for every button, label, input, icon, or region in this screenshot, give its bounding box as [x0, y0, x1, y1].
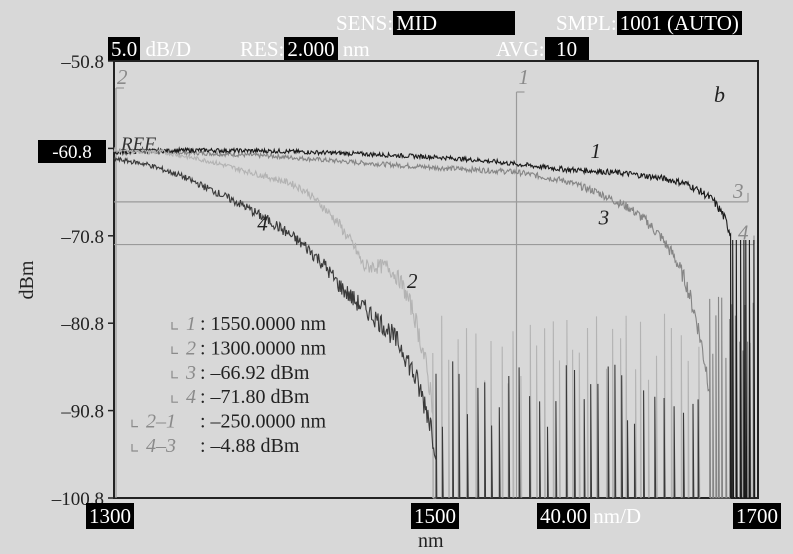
scale-value[interactable]: 5.0	[108, 37, 141, 61]
readout-value: : –71.80 dBm	[200, 386, 310, 408]
trace-label-3: 3	[598, 205, 610, 229]
readout-tag: 1	[186, 313, 196, 335]
res-value[interactable]: 2.000	[284, 37, 338, 61]
y-tick-label: –90.8	[60, 402, 104, 423]
trace-3	[113, 147, 755, 499]
smpl-value[interactable]: 1001 (AUTO)	[616, 11, 742, 35]
x-axis-label: nm	[418, 530, 444, 552]
readout-bracket	[171, 395, 178, 403]
x-start-label: 1300	[86, 503, 134, 529]
y-tick-label: –50.8	[60, 52, 104, 73]
readout-tag: 4	[186, 386, 196, 408]
avg-label: AVG:	[496, 37, 545, 61]
ref-label: REF	[120, 134, 156, 155]
readout-value: : –4.88 dBm	[200, 435, 300, 457]
readout-tag: 4–3	[146, 435, 176, 457]
smpl-label: SMPL:	[556, 11, 617, 35]
marker-1-label: 1	[519, 65, 530, 89]
marker-4-label: 4	[738, 221, 749, 245]
y-axis-label: dBm	[16, 260, 38, 299]
readout-tag: 3	[185, 362, 196, 384]
x-center-label: 1500	[411, 503, 459, 529]
trace-labels: 1 2 3 4	[257, 139, 609, 293]
scale-setting: 5.0 dB/D	[108, 37, 191, 61]
marker-3-label: 3	[732, 179, 744, 203]
y-tick-labels: –50.8–70.8–80.8–90.8–100.8	[51, 52, 114, 510]
x-end-label: 1700	[733, 503, 781, 529]
span-value[interactable]: 40.00	[537, 503, 591, 529]
res-label: RES:	[240, 37, 285, 61]
readout-value: : 1550.0000 nm	[200, 313, 327, 335]
span-setting: 40.00 nm/D	[537, 503, 641, 529]
readout-bracket	[171, 322, 178, 330]
ref-value-badge	[38, 140, 106, 163]
avg-setting: AVG: 10	[496, 37, 589, 61]
readout-bracket	[171, 346, 178, 354]
trace-label-4: 4	[257, 212, 268, 236]
panel-letter: b	[714, 82, 725, 107]
res-setting: RES: 2.000 nm	[240, 37, 370, 61]
y-tick-label: –80.8	[60, 314, 104, 335]
sens-setting: SENS: MID	[336, 11, 516, 35]
marker-readout: 1: 1550.0000 nm2: 1300.0000 nm3: –66.92 …	[131, 313, 327, 457]
trace-4	[113, 155, 700, 499]
y-tick-label: –70.8	[60, 227, 104, 248]
readout-value: : 1300.0000 nm	[200, 337, 327, 359]
readout-bracket	[131, 444, 138, 452]
span-unit: nm/D	[593, 504, 642, 528]
trace-label-1: 1	[591, 139, 602, 163]
avg-value[interactable]: 10	[544, 37, 589, 61]
scale-unit: dB/D	[145, 37, 192, 61]
readout-value: : –250.0000 nm	[200, 411, 327, 433]
trace-1	[113, 146, 756, 499]
trace-group	[113, 146, 756, 499]
readout-tag: 2	[186, 337, 196, 359]
sens-label: SENS:	[336, 11, 394, 35]
readout-bracket	[171, 370, 178, 379]
readout-bracket	[131, 419, 138, 428]
trace-label-2: 2	[407, 269, 418, 293]
ref-value: -60.8	[52, 142, 92, 163]
marker-2-label: 2	[117, 65, 128, 89]
sens-value[interactable]: MID	[393, 11, 516, 35]
readout-tag: 2–1	[146, 411, 176, 433]
smpl-setting: SMPL: 1001 (AUTO)	[556, 11, 742, 35]
readout-value: : –66.92 dBm	[200, 362, 310, 384]
res-unit: nm	[342, 37, 370, 61]
